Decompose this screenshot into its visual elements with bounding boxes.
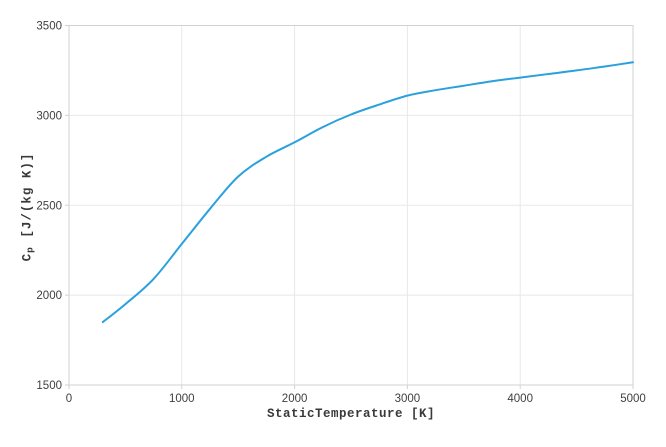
x-axis-title: StaticTemperature [K] — [69, 407, 633, 421]
y-tick-label: 2000 — [36, 290, 62, 302]
y-tick-label: 3500 — [36, 21, 62, 33]
y-axis-title: Cp [J/(kg K)] — [21, 153, 36, 262]
x-tick-label: 5000 — [620, 393, 646, 405]
x-axis-title-text: StaticTemperature [K] — [266, 407, 436, 421]
x-tick-label: 4000 — [507, 393, 533, 405]
x-tick-label: 1000 — [169, 393, 195, 405]
y-axis-title-rest: [J/(kg K)] — [20, 152, 35, 247]
y-tick-label: 1500 — [36, 380, 62, 392]
x-tick-label: 2000 — [282, 393, 308, 405]
y-tick-label: 2500 — [36, 200, 62, 212]
y-axis-title-base: C — [20, 252, 35, 262]
y-axis-title-sub: p — [24, 246, 36, 253]
cp-curve — [101, 61, 634, 324]
y-tick-label: 3000 — [36, 110, 62, 122]
x-tick-label: 0 — [66, 393, 72, 405]
x-tick-label: 3000 — [395, 393, 421, 405]
